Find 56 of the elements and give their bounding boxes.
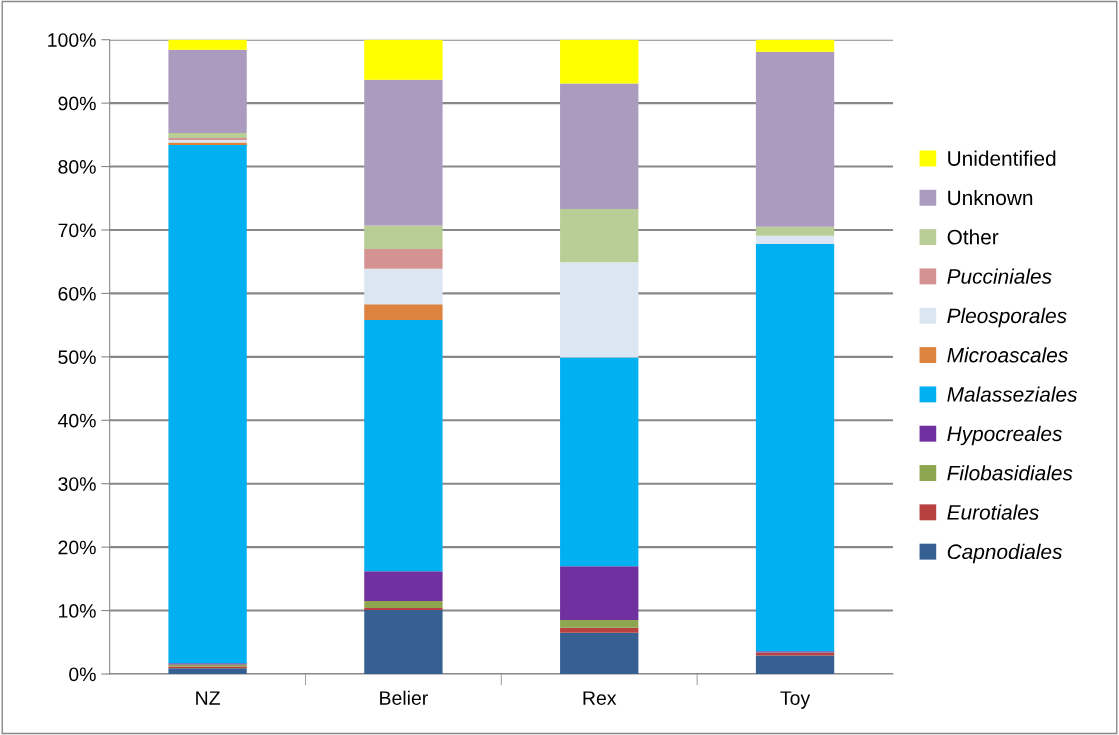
bar [364,571,443,602]
legend-label: Other [947,229,999,245]
bar [168,132,247,139]
legend-label: Eurotiales [947,504,1039,520]
x-tick-label: Belier [380,690,428,705]
bar [364,268,443,305]
bar [364,225,443,250]
y-tick-label: 80% [58,160,96,174]
bar [560,632,639,674]
bar [168,39,247,50]
bar [364,249,443,269]
bar [364,609,443,674]
legend-label: Malasseziales [947,386,1078,402]
bar [755,39,835,52]
y-tick-label: 60% [58,286,96,301]
bar [168,49,247,133]
y-tick-label: 20% [58,540,96,555]
y-tick-label: 90% [58,96,96,111]
legend-label: Pleosporales [947,307,1067,328]
legend-label: Microascales [947,347,1068,363]
y-tick-label: 50% [58,350,96,365]
bar [755,51,835,227]
y-tick-label: 40% [58,413,96,428]
y-tick-label: 30% [58,477,96,491]
bar [364,601,443,609]
bar [364,320,443,572]
bar [364,304,443,321]
bar [755,655,835,674]
bar [755,226,835,236]
legend-label: Hypocreales [947,425,1062,446]
y-tick-label: 100% [48,33,96,47]
legend-label: Unknown [948,189,1033,206]
bar [168,668,247,674]
bar [560,262,639,358]
bar [755,243,835,652]
bar [560,627,639,633]
bar [560,83,639,210]
y-tick-label: 0% [69,667,96,682]
bar [364,79,443,226]
bar [168,144,247,664]
bar [560,39,639,84]
bar [560,209,639,263]
bar [755,235,835,244]
x-tick-label: Toy [780,691,811,709]
legend-label: Capnodiales [947,543,1063,564]
bar [560,566,639,621]
legend-label: Filobasidiales [947,465,1073,481]
bar [560,620,639,628]
bar [364,39,443,80]
legend-label: Unidentified [948,150,1056,166]
x-tick-label: Rex [583,691,617,705]
x-tick-label: NZ [196,691,220,705]
legend-label: Pucciniales [947,268,1052,284]
bar [560,357,639,567]
y-tick-label: 10% [59,604,96,618]
y-tick-label: 70% [58,223,96,238]
